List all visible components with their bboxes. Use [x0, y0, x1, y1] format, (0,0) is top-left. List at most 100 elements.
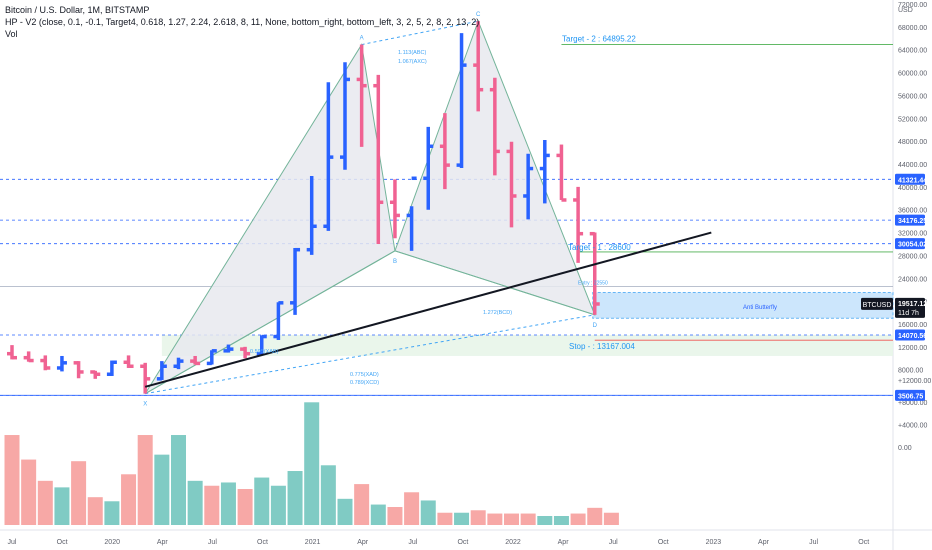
price-bar [273, 301, 284, 340]
x-tick-label: Apr [558, 539, 570, 546]
y-tick-label: 8000.00 [898, 368, 923, 375]
stop-label: Stop - : 13167.004 [569, 342, 635, 351]
x-tick-label: Oct [858, 539, 869, 546]
symbol-badge [861, 297, 893, 310]
y-tick-label: 72000.00 [898, 2, 927, 9]
volume-bar [553, 516, 569, 525]
price-bar [340, 62, 350, 170]
volume-bar [171, 435, 186, 525]
price-bar [589, 231, 600, 315]
axis-badge [895, 329, 925, 341]
volume-bar [404, 492, 420, 525]
ratio-line-ac [361, 20, 479, 46]
volume-bar [4, 435, 20, 525]
price-bar [173, 357, 184, 370]
axis-badge [895, 389, 925, 401]
x-tick-label: 2020 [104, 539, 120, 546]
volume-bar [71, 461, 87, 525]
pattern-point-label: X [143, 402, 147, 408]
x-tick-label: Apr [758, 539, 770, 546]
price-bar [323, 82, 334, 231]
volume-bar [237, 489, 253, 525]
axis-badge-label: 34176.25 [898, 218, 927, 225]
y-tick-label: 56000.00 [898, 93, 927, 100]
y-tick-label: 28000.00 [898, 253, 927, 260]
price-bar [56, 355, 67, 372]
price-bar [7, 345, 17, 360]
axis-badge [895, 238, 925, 250]
volume-tick-label: +8000.00 [898, 400, 927, 407]
x-tick-label: Oct [457, 539, 468, 546]
price-bar [206, 349, 217, 366]
y-tick-label: 12000.00 [898, 345, 927, 352]
y-tick-label: 36000.00 [898, 208, 927, 215]
x-tick-label: Jul [609, 539, 618, 546]
price-bar [439, 113, 450, 190]
volume-bar [603, 512, 619, 525]
volume-bar [287, 471, 303, 525]
ratio-label: 0.595(XAB) [250, 349, 279, 355]
axis-badge-label: 30054.02 [898, 242, 927, 249]
ratio-label: 1.067(AXC) [398, 59, 427, 65]
price-bar [106, 360, 117, 377]
price-bar [373, 74, 384, 244]
y-tick-label: 40000.00 [898, 185, 927, 192]
last-price-badge [895, 297, 925, 318]
price-bar [240, 346, 251, 359]
x-tick-label: 2023 [706, 539, 722, 546]
volume-bar [387, 507, 403, 525]
volume-bar [370, 504, 386, 525]
ratio-label: 1.113(ABC) [398, 50, 426, 56]
volume-bar [187, 480, 203, 525]
indicator-title[interactable]: HP - V2 (close, 0.1, -0.1, Target4, 0.61… [5, 17, 480, 27]
price-bar [573, 186, 584, 263]
price-bar [40, 355, 51, 371]
y-tick-label: 68000.00 [898, 25, 927, 32]
countdown-label: 11d 7h [898, 310, 919, 317]
price-bar [156, 361, 167, 381]
price-bar [123, 355, 134, 369]
volume-bar [504, 513, 519, 525]
volume-bar [304, 402, 320, 525]
volume-bar [270, 485, 286, 525]
y-tick-label: 48000.00 [898, 139, 927, 146]
price-bar [406, 176, 417, 251]
volume-tick-label: +4000.00 [898, 423, 927, 430]
pattern-point-label: C [476, 12, 481, 18]
x-tick-label: Jul [408, 539, 417, 546]
pattern-point-label: D [593, 323, 598, 329]
symbol-title[interactable]: Bitcoin / U.S. Dollar, 1M, BITSTAMP [5, 5, 150, 15]
volume-bar [104, 501, 120, 525]
pattern-leg-xb [144, 250, 396, 395]
ratio-label: 1.272(BCD) [483, 310, 512, 316]
volume-title[interactable]: Vol [5, 29, 18, 39]
currency-label: USD [898, 7, 913, 14]
volume-bar [137, 435, 153, 525]
price-bar [423, 126, 434, 210]
axis-badge-label: 14070.56 [898, 333, 927, 340]
y-tick-label: 64000.00 [898, 48, 927, 55]
y-tick-label: 44000.00 [898, 162, 927, 169]
volume-bar [121, 474, 137, 525]
price-bar [140, 362, 151, 394]
x-tick-label: Oct [57, 539, 68, 546]
price-bar [389, 179, 400, 239]
price-bar [256, 334, 267, 356]
price-bar [23, 351, 34, 363]
y-tick-label: 16000.00 [898, 322, 927, 329]
axis-badge [895, 173, 925, 185]
y-tick-label: 60000.00 [898, 71, 927, 78]
volume-bar [54, 487, 70, 525]
volume-tick-label: +12000.00 [898, 378, 931, 385]
x-tick-label: Oct [658, 539, 669, 546]
price-bar [489, 77, 500, 176]
price-axis-background [893, 0, 932, 550]
ratio-line-xd [145, 314, 595, 395]
volume-bar [37, 480, 53, 525]
pattern-point-label: A [360, 36, 364, 42]
entry-label: Entry : 22550 [578, 281, 608, 287]
price-bar [306, 175, 317, 255]
anti-butterfly-zone [592, 292, 894, 319]
